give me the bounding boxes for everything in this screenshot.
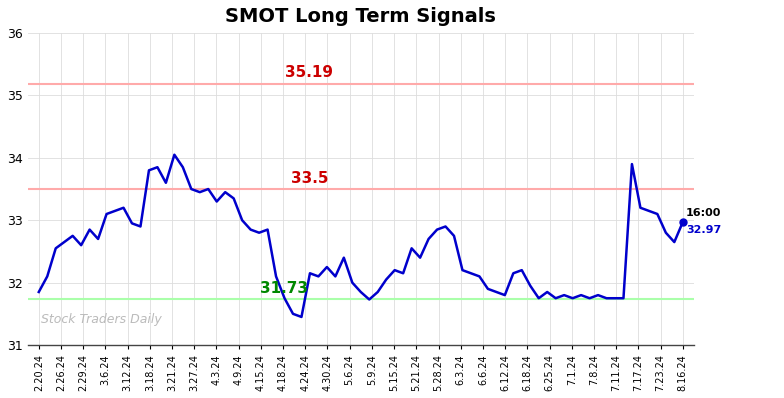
- Text: 33.5: 33.5: [291, 171, 328, 186]
- Text: Stock Traders Daily: Stock Traders Daily: [41, 313, 162, 326]
- Title: SMOT Long Term Signals: SMOT Long Term Signals: [225, 7, 496, 26]
- Text: 31.73: 31.73: [260, 281, 307, 296]
- Text: 35.19: 35.19: [285, 65, 333, 80]
- Text: 32.97: 32.97: [686, 224, 721, 234]
- Text: 16:00: 16:00: [686, 208, 721, 218]
